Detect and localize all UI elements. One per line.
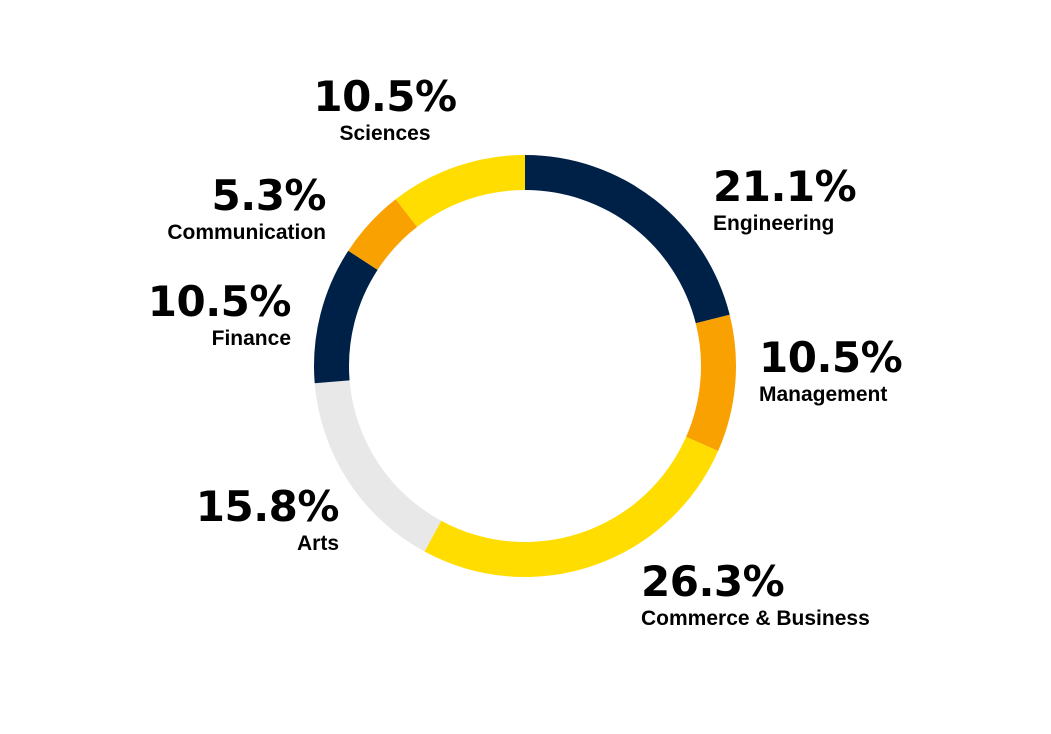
label-commerce-business: 26.3% Commerce & Business <box>641 559 870 633</box>
value-label: 10.5% <box>759 333 903 382</box>
category-label: Arts <box>296 532 339 555</box>
category-label: Engineering <box>713 212 835 235</box>
label-management: 10.5% Management <box>759 333 903 409</box>
donut-slice-arts <box>314 380 442 552</box>
donut-slice-engineering <box>525 155 730 324</box>
category-label: Finance <box>211 327 291 350</box>
value-label: 10.5% <box>147 277 292 326</box>
donut-slice-management <box>686 314 736 452</box>
value-label: 21.1% <box>713 162 857 211</box>
category-label: Communication <box>167 221 326 244</box>
category-label: Sciences <box>339 122 431 145</box>
label-engineering: 21.1% Engineering <box>713 162 857 238</box>
value-label: 5.3% <box>211 171 327 220</box>
value-label: 15.8% <box>195 482 340 531</box>
value-label: 10.5% <box>313 72 457 121</box>
label-arts: 15.8% Arts <box>195 482 340 558</box>
donut-slice-commerce-business <box>424 436 719 577</box>
label-sciences: 10.5% Sciences <box>309 74 461 148</box>
category-label: Management <box>759 383 888 406</box>
donut-slice-finance <box>314 250 378 384</box>
donut-slice-sciences <box>395 155 525 227</box>
label-communication: 5.3% Communication <box>167 173 326 247</box>
label-finance: 10.5% Finance <box>147 277 292 353</box>
category-label: Commerce & Business <box>641 607 870 630</box>
donut-slice-communication <box>348 199 418 270</box>
value-label: 26.3% <box>641 557 785 606</box>
